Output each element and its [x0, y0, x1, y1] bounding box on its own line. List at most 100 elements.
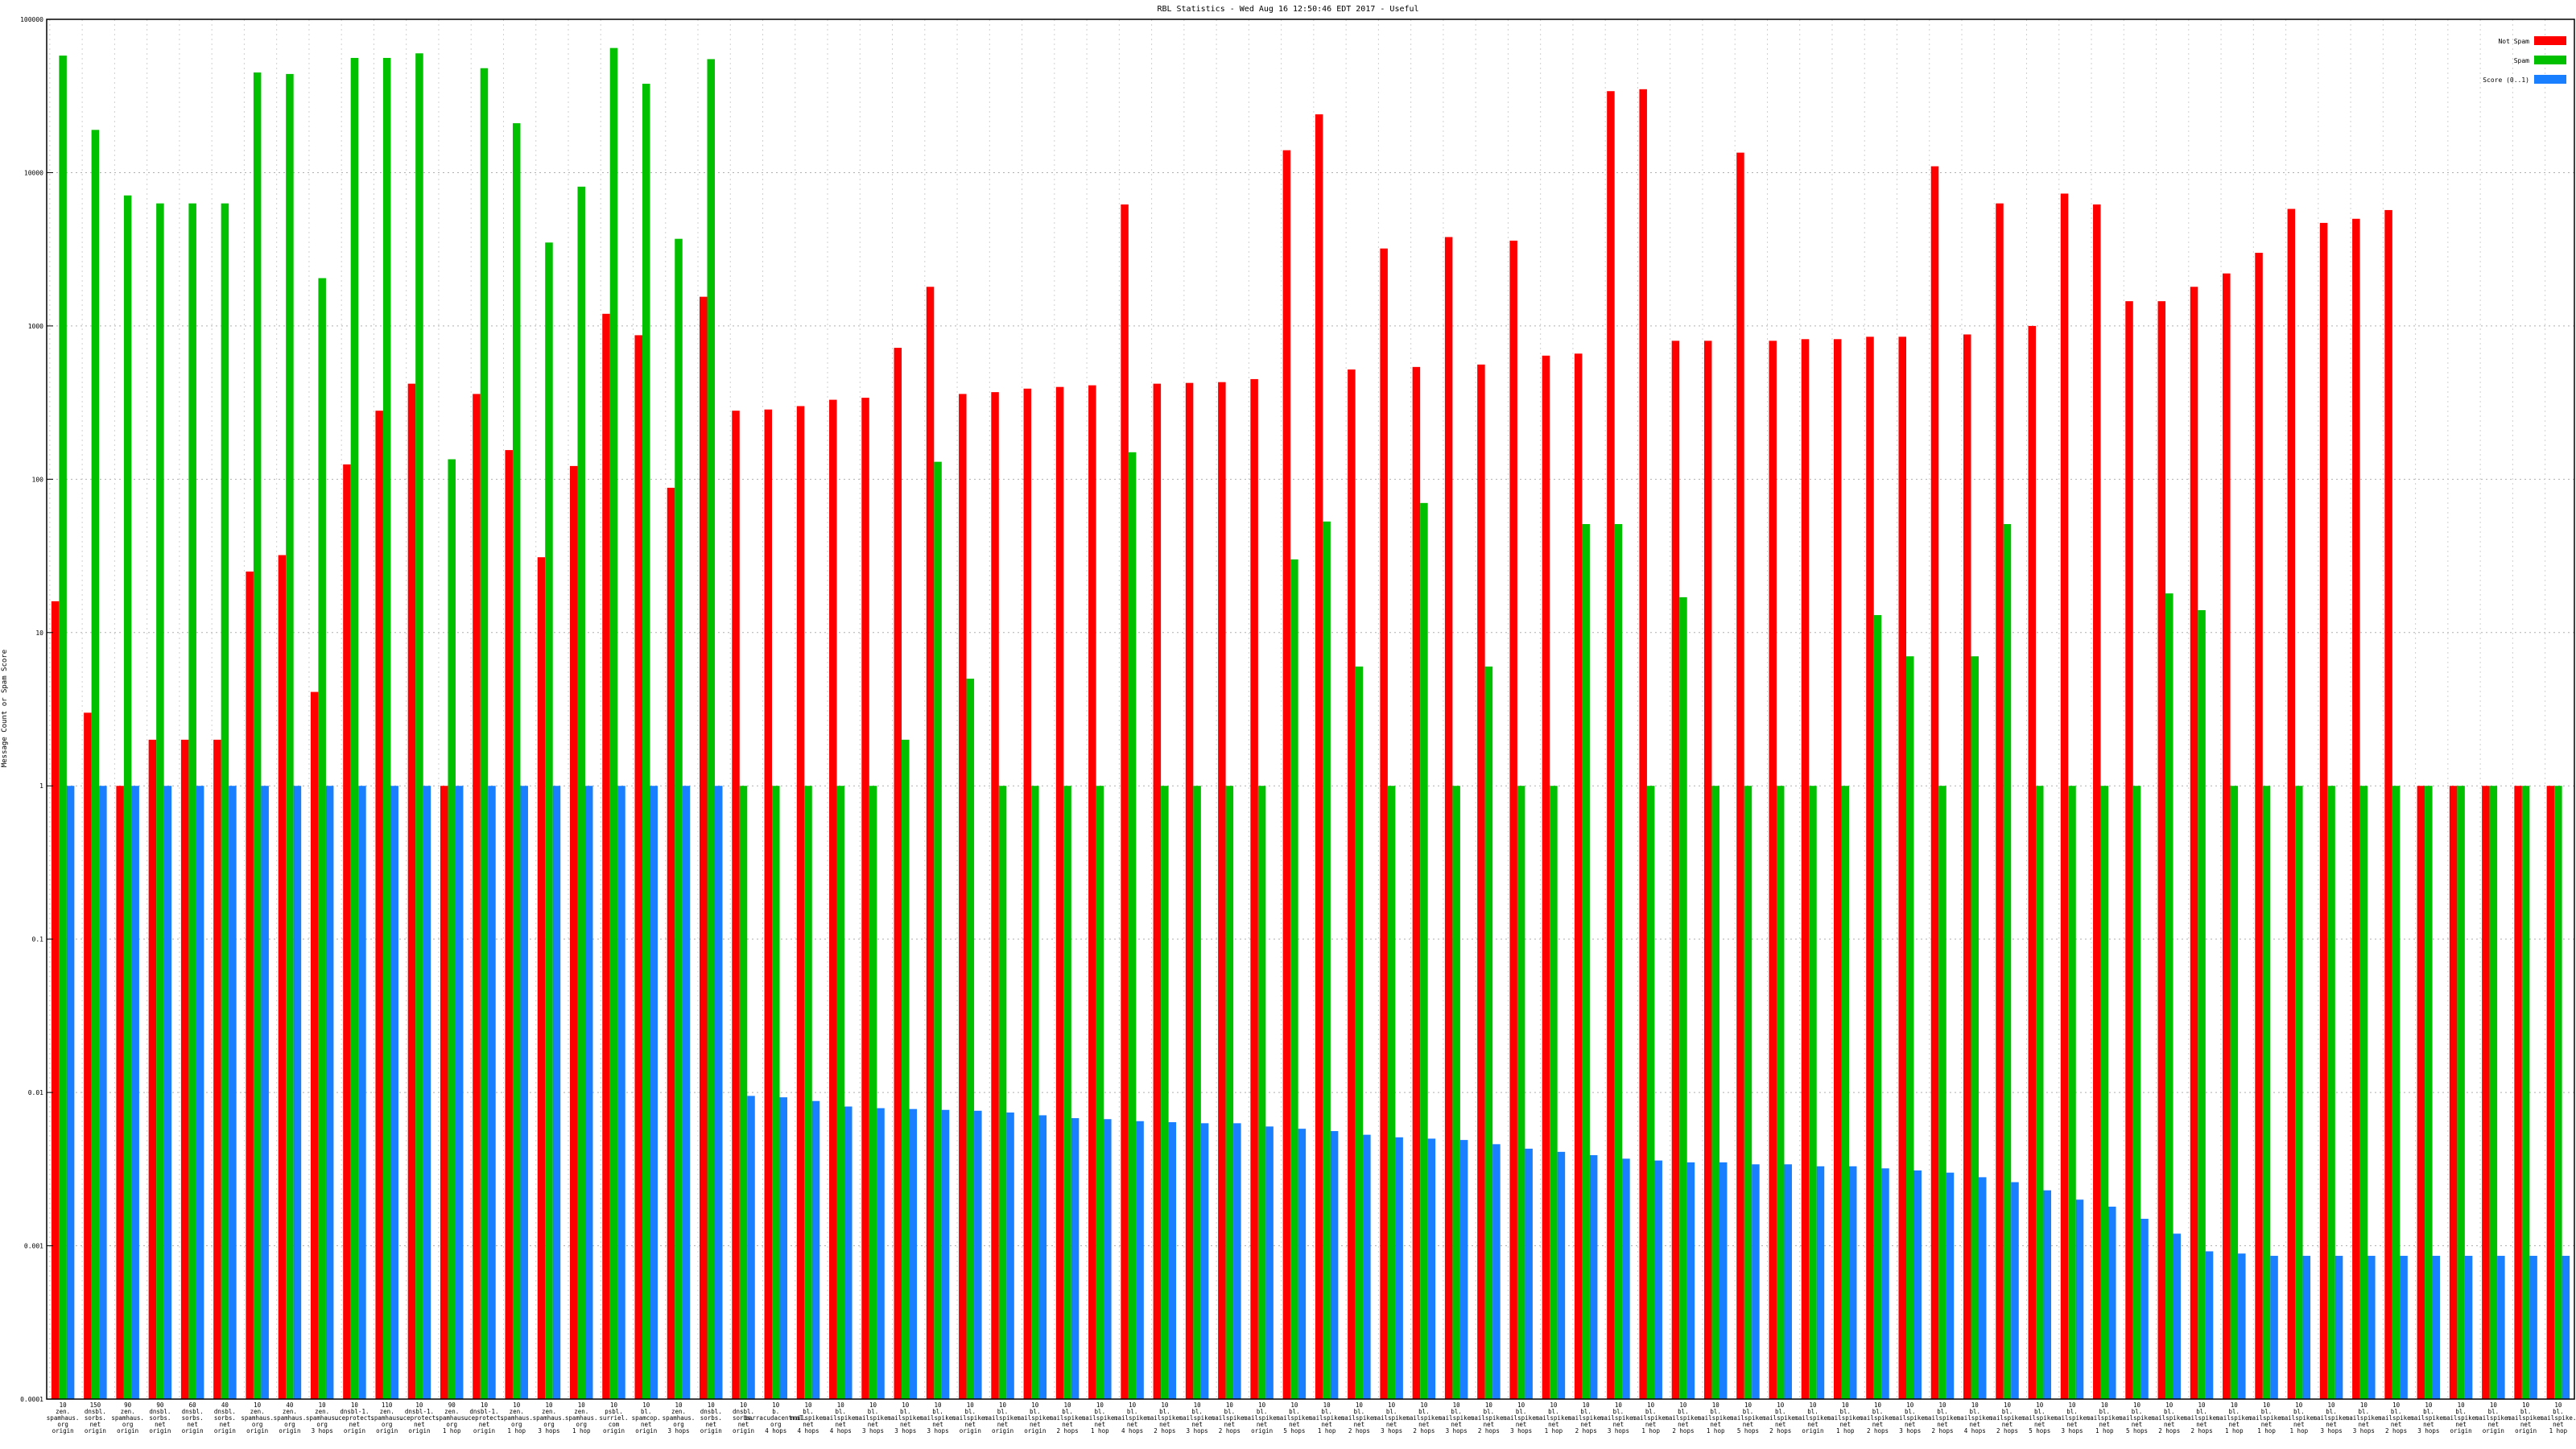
- bar-not-spam: [1509, 240, 1517, 1399]
- bar-not-spam: [1088, 385, 1096, 1399]
- bar-spam: [2068, 786, 2076, 1399]
- bar-not-spam: [537, 557, 546, 1399]
- bar-score-0-1: [1881, 1168, 1889, 1399]
- bar-score-0-1: [1200, 1123, 1209, 1399]
- bar-score-0-1: [2529, 1256, 2537, 1399]
- legend-label: Not Spam: [2498, 38, 2529, 45]
- bar-spam: [2262, 786, 2271, 1399]
- x-tick-label: 10 bl. mailspike. net 3 hops: [1373, 1402, 1410, 1435]
- x-tick-label: 110 zen. spamhaus. org origin: [370, 1402, 403, 1435]
- bar-not-spam: [2546, 786, 2555, 1399]
- bar-spam: [1128, 452, 1137, 1399]
- x-tick-label: 10 zen. spamhaus. org 3 hops: [663, 1402, 696, 1435]
- x-tick-label: 10 bl. mailspike. net origin: [1794, 1402, 1831, 1435]
- bar-score-0-1: [617, 786, 625, 1399]
- bar-not-spam: [1055, 386, 1064, 1400]
- x-tick-label: 10 bl. mailspike. net 5 hops: [2119, 1402, 2155, 1435]
- bar-score-0-1: [682, 786, 691, 1399]
- x-tick-label: 10 bl. mailspike. net 1 hop: [1082, 1402, 1118, 1435]
- bar-not-spam: [1639, 89, 1647, 1399]
- x-tick-label: 10 zen. spamhaus. org 1 hop: [565, 1402, 598, 1435]
- bar-score-0-1: [1363, 1134, 1371, 1399]
- bar-spam: [1031, 786, 1039, 1399]
- bar-score-0-1: [488, 786, 496, 1399]
- x-tick-label: 10 zen. spamhaus. org 3 hops: [533, 1402, 566, 1435]
- x-tick-label: 10 bl. mailspike. net 3 hops: [855, 1402, 891, 1435]
- bar-spam: [836, 786, 845, 1399]
- bar-not-spam: [2223, 273, 2231, 1399]
- bar-spam: [642, 84, 650, 1400]
- bar-score-0-1: [2108, 1206, 2116, 1399]
- bar-spam: [59, 56, 67, 1399]
- bar-not-spam: [343, 464, 351, 1399]
- bar-spam: [934, 461, 942, 1399]
- bar-spam: [1971, 656, 1979, 1399]
- bar-not-spam: [1348, 369, 1356, 1399]
- bar-score-0-1: [1719, 1162, 1728, 1399]
- y-tick-label: 10: [35, 630, 43, 637]
- plot-frame: [46, 19, 2575, 1400]
- bar-spam: [415, 53, 423, 1399]
- bar-score-0-1: [779, 1097, 788, 1399]
- x-tick-label: 10 bl. mailspike. net 4 hops: [1114, 1402, 1150, 1435]
- bar-not-spam: [1574, 353, 1583, 1399]
- bar-score-0-1: [1979, 1177, 1987, 1399]
- bar-spam: [1096, 786, 1104, 1399]
- bar-score-0-1: [2562, 1256, 2570, 1399]
- bar-spam: [2036, 786, 2044, 1399]
- x-tick-label: 10 bl. mailspike. net 2 hops: [1762, 1402, 1798, 1435]
- bar-score-0-1: [974, 1110, 982, 1399]
- bar-spam: [804, 786, 812, 1399]
- bar-score-0-1: [2432, 1256, 2441, 1399]
- bar-not-spam: [278, 555, 287, 1400]
- bar-not-spam: [2449, 786, 2458, 1399]
- legend-swatch: [2534, 75, 2566, 84]
- bar-score-0-1: [2302, 1256, 2311, 1399]
- bar-score-0-1: [747, 1096, 755, 1399]
- bar-spam: [1711, 786, 1719, 1399]
- x-tick-label: 10 bl. mailspike. net 2 hops: [1049, 1402, 1085, 1435]
- bar-not-spam: [732, 411, 740, 1399]
- bar-not-spam: [473, 394, 481, 1399]
- bar-not-spam: [505, 450, 513, 1399]
- bar-not-spam: [2514, 786, 2522, 1399]
- bar-not-spam: [2190, 287, 2198, 1399]
- x-tick-label: 10 bl. mailspike. net origin: [952, 1402, 989, 1435]
- x-tick-label: 10 bl. mailspike. net 1 hop: [2281, 1402, 2317, 1435]
- bar-score-0-1: [552, 786, 561, 1399]
- bar-spam: [512, 123, 521, 1399]
- legend-label: Spam: [2514, 57, 2529, 64]
- x-tick-label: 10 zen. spamhaus. org origin: [241, 1402, 274, 1435]
- bar-not-spam: [84, 712, 92, 1399]
- x-tick-label: 10 bl. mailspike. net 3 hops: [919, 1402, 956, 1435]
- bar-score-0-1: [844, 1106, 852, 1399]
- bar-spam: [2003, 524, 2012, 1400]
- bar-not-spam: [116, 786, 124, 1399]
- bar-spam: [2457, 786, 2465, 1399]
- x-tick-label: 40 zen. spamhaus. org origin: [274, 1402, 307, 1435]
- x-tick-label: 10 bl. mailspike. net 3 hops: [2410, 1402, 2446, 1435]
- bar-not-spam: [2384, 209, 2392, 1399]
- legend-label: Score (0..1): [2483, 76, 2529, 84]
- bar-score-0-1: [1913, 1170, 1922, 1399]
- bar-not-spam: [667, 487, 675, 1400]
- x-tick-label: 10 bl. mailspike. net 3 hops: [2346, 1402, 2382, 1435]
- bar-spam: [2554, 786, 2562, 1399]
- x-tick-label: 10 bl. mailspike. net origin: [2475, 1402, 2512, 1435]
- bar-not-spam: [1801, 339, 1810, 1400]
- bar-spam: [2359, 786, 2368, 1399]
- bar-not-spam: [2093, 204, 2101, 1399]
- legend-swatch: [2534, 56, 2566, 64]
- bar-score-0-1: [2238, 1253, 2246, 1399]
- bar-not-spam: [375, 411, 383, 1399]
- bar-not-spam: [1671, 341, 1680, 1399]
- bar-not-spam: [1963, 334, 1971, 1399]
- bar-not-spam: [213, 739, 221, 1399]
- x-tick-label: 60 dnsbl. sorbs. net origin: [182, 1402, 204, 1435]
- bar-score-0-1: [1752, 1164, 1760, 1399]
- bar-spam: [2295, 786, 2303, 1399]
- bar-score-0-1: [1784, 1164, 1792, 1399]
- bar-score-0-1: [1104, 1119, 1112, 1399]
- x-tick-label: 90 zen. spamhaus. org 1 hop: [436, 1402, 469, 1435]
- x-tick-label: 10 bl. mailspike. net 2 hops: [1212, 1402, 1248, 1435]
